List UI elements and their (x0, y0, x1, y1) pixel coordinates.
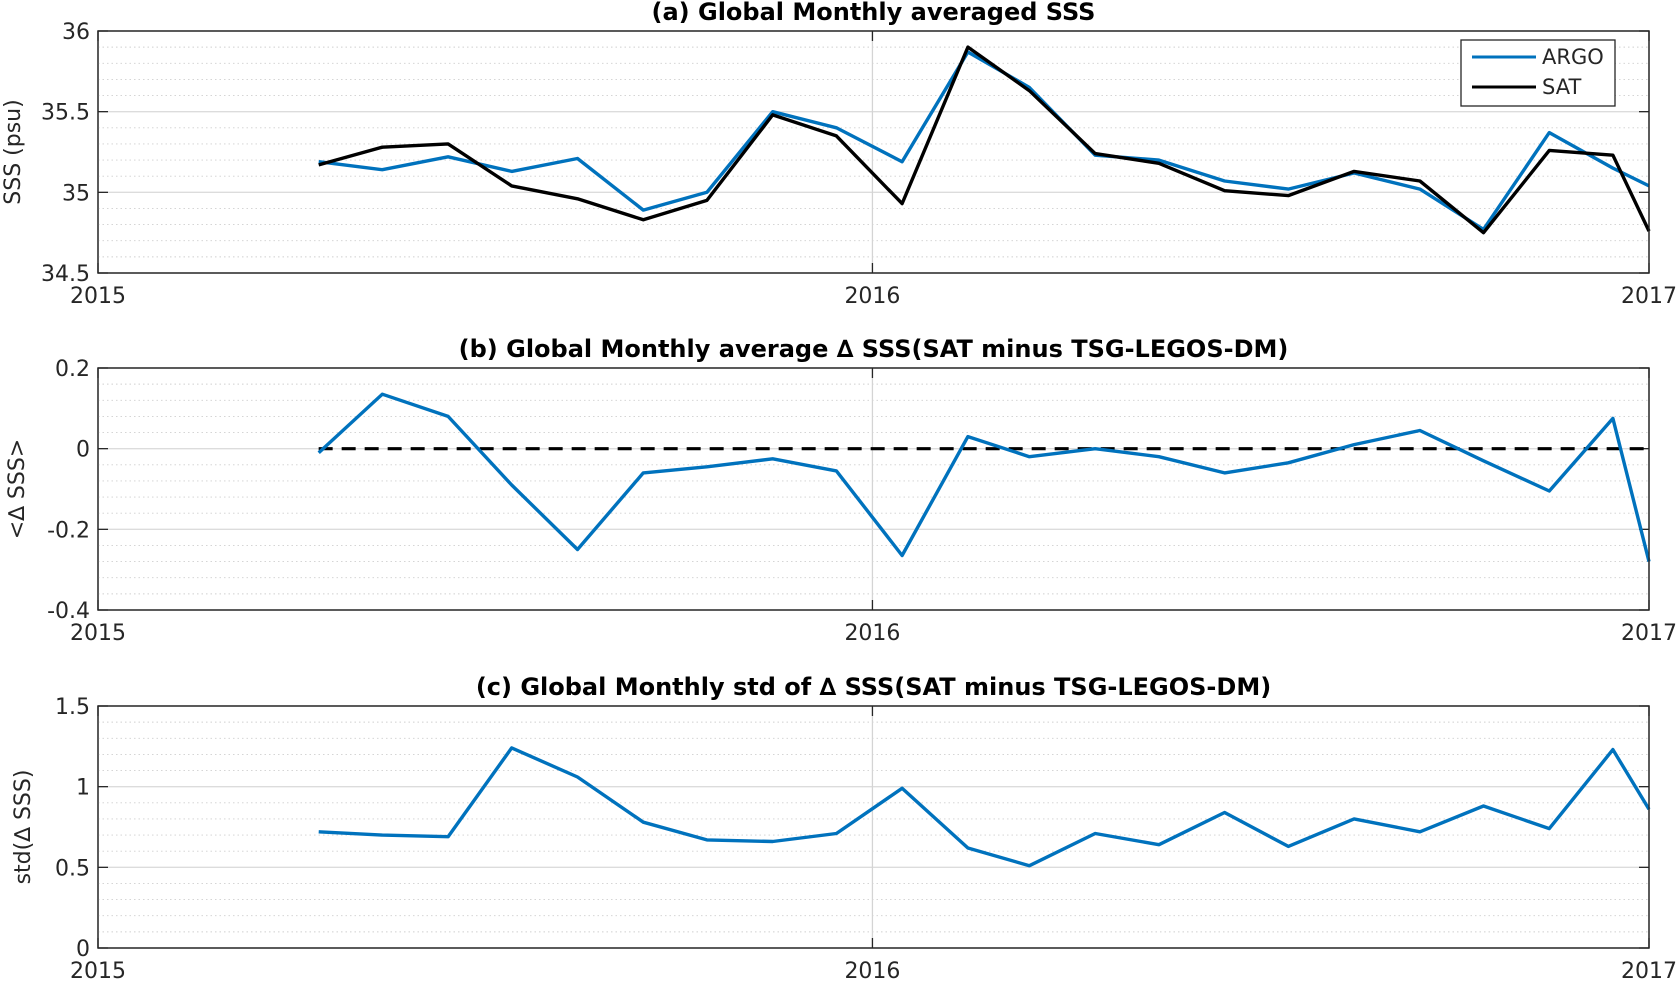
y-axis-label: <∆ SSS> (5, 439, 30, 539)
x-tick-label: 2016 (844, 959, 900, 982)
y-tick-label: 34.5 (41, 262, 90, 287)
series-layer (318, 45, 1651, 235)
y-tick-labels: 34.5 35 35.5 36 (41, 20, 90, 287)
x-tick-labels: 2015 2016 2017 (70, 959, 1677, 982)
x-tick-labels: 2015 2016 2017 (70, 284, 1677, 309)
panel-a: (a) Global Monthly averaged SSS SSS (psu… (1, 0, 1677, 309)
y-tick-label: -0.4 (47, 599, 90, 624)
chart-title: (b) Global Monthly average ∆ SSS(SAT min… (459, 335, 1289, 363)
y-tick-label: 0.2 (55, 357, 90, 382)
y-tick-labels: 0 0.5 1 1.5 (55, 695, 90, 962)
legend-label-argo: ARGO (1542, 45, 1604, 69)
axes-frame (97, 30, 1650, 274)
y-tick-label: 0.5 (55, 856, 90, 881)
y-axis-label: SSS (psu) (1, 99, 26, 204)
chart-title: (a) Global Monthly averaged SSS (652, 0, 1096, 26)
panel-b: (b) Global Monthly average ∆ SSS(SAT min… (5, 335, 1677, 646)
grid (97, 705, 1650, 949)
x-tick-label: 2015 (70, 284, 126, 309)
y-tick-labels: -0.4 -0.2 0 0.2 (47, 357, 90, 624)
y-tick-label: 0 (76, 937, 90, 962)
legend-box (1460, 39, 1616, 107)
axes-frame (97, 705, 1650, 949)
y-tick-label: 0 (76, 438, 90, 463)
series-line-sat (318, 45, 1651, 235)
chart-title: (c) Global Monthly std of ∆ SSS(SAT minu… (476, 673, 1271, 701)
x-tick-labels: 2015 2016 2017 (70, 621, 1677, 646)
x-tick-label: 2015 (70, 621, 126, 646)
y-tick-label: 35 (62, 181, 90, 206)
x-tick-label: 2016 (844, 621, 900, 646)
x-tick-label: 2017 (1621, 621, 1677, 646)
x-tick-label: 2017 (1621, 959, 1677, 982)
series-line (318, 746, 1651, 868)
y-tick-label: 1 (76, 776, 90, 801)
axes-border (97, 367, 1650, 611)
y-tick-label: 36 (62, 20, 90, 45)
y-tick-label: 1.5 (55, 695, 90, 720)
series-layer (318, 746, 1651, 868)
x-tick-label: 2015 (70, 959, 126, 982)
axes-border (97, 705, 1650, 949)
axes-border (97, 30, 1650, 274)
series-layer (317, 392, 1651, 563)
series-line (317, 392, 1651, 563)
panel-c: (c) Global Monthly std of ∆ SSS(SAT minu… (11, 673, 1677, 982)
y-tick-label: -0.2 (47, 518, 90, 543)
legend: ARGO SAT (1460, 39, 1616, 107)
y-axis-label: std(∆ SSS) (11, 770, 36, 885)
x-tick-label: 2016 (844, 284, 900, 309)
x-tick-label: 2017 (1621, 284, 1677, 309)
axes-frame (97, 367, 1650, 611)
legend-label-sat: SAT (1542, 75, 1581, 99)
y-tick-label: 35.5 (41, 101, 90, 126)
